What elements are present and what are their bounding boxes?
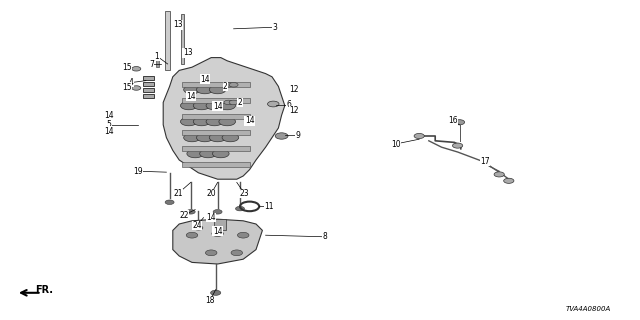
Text: 14: 14 [104,127,114,136]
FancyBboxPatch shape [182,146,250,151]
Circle shape [275,133,288,139]
Text: 14: 14 [244,116,255,125]
Text: 5: 5 [106,120,111,129]
Text: 14: 14 [212,227,223,236]
Circle shape [193,101,210,110]
Circle shape [186,232,198,238]
Text: 6: 6 [287,100,292,109]
Text: 14: 14 [104,111,114,120]
Text: 14: 14 [212,102,223,111]
Text: 2: 2 [223,82,228,91]
Text: 13: 13 [173,20,183,29]
Circle shape [212,149,229,158]
Text: 20: 20 [206,189,216,198]
FancyBboxPatch shape [214,219,226,230]
Text: 9: 9 [295,131,300,140]
Circle shape [222,133,239,142]
Text: 1: 1 [154,52,159,60]
Circle shape [187,149,204,158]
Text: 7: 7 [149,60,154,68]
Text: 22: 22 [180,211,189,220]
Circle shape [132,86,141,90]
Text: 4: 4 [129,78,134,87]
Polygon shape [173,219,262,264]
Text: TVA4A0800A: TVA4A0800A [566,306,611,312]
Text: 19: 19 [132,167,143,176]
FancyBboxPatch shape [182,82,250,87]
Text: 21: 21 [173,189,182,198]
Text: 15: 15 [122,83,132,92]
Circle shape [213,210,222,214]
Circle shape [219,117,236,126]
Circle shape [219,101,236,110]
Text: 12: 12 [290,106,299,115]
Circle shape [212,231,223,236]
Circle shape [229,100,238,105]
Circle shape [209,133,226,142]
Circle shape [196,85,213,94]
FancyBboxPatch shape [143,94,154,98]
FancyBboxPatch shape [143,76,154,80]
Text: FR.: FR. [35,285,53,295]
Circle shape [206,117,223,126]
Circle shape [194,226,203,230]
Circle shape [200,149,216,158]
Circle shape [224,100,233,105]
Circle shape [236,206,244,211]
Circle shape [224,83,233,87]
Circle shape [206,101,223,110]
Text: 15: 15 [122,63,132,72]
Circle shape [211,290,221,295]
Text: 16: 16 [448,116,458,125]
Circle shape [494,172,504,177]
Circle shape [180,117,197,126]
Text: 23: 23 [239,189,250,198]
FancyBboxPatch shape [182,162,250,167]
Polygon shape [163,58,285,179]
Text: 14: 14 [200,75,210,84]
Circle shape [454,120,465,125]
Text: 2: 2 [237,98,243,107]
Circle shape [414,133,424,139]
FancyBboxPatch shape [156,59,159,67]
Text: 8: 8 [323,232,328,241]
Circle shape [165,200,174,204]
Text: 13: 13 [182,48,193,57]
Text: 3: 3 [273,23,278,32]
Circle shape [186,210,195,214]
Circle shape [196,133,213,142]
Text: 11: 11 [264,202,273,211]
FancyBboxPatch shape [143,82,154,86]
Text: 18: 18 [205,296,214,305]
Circle shape [209,85,226,94]
Text: 10: 10 [390,140,401,148]
Circle shape [237,232,249,238]
Circle shape [205,250,217,256]
Circle shape [504,178,514,183]
Circle shape [231,250,243,256]
Circle shape [132,67,141,71]
FancyBboxPatch shape [165,11,170,70]
Circle shape [193,117,210,126]
Text: 12: 12 [290,85,299,94]
Text: 17: 17 [480,157,490,166]
Circle shape [229,83,238,87]
FancyBboxPatch shape [143,88,154,92]
FancyBboxPatch shape [182,130,250,135]
Circle shape [180,101,197,110]
Circle shape [184,85,200,94]
FancyBboxPatch shape [182,114,250,119]
FancyBboxPatch shape [181,14,184,64]
Text: 24: 24 [192,221,202,230]
Text: 14: 14 [186,92,196,100]
FancyBboxPatch shape [182,98,250,103]
Text: 14: 14 [206,213,216,222]
Circle shape [452,143,463,148]
Circle shape [184,133,200,142]
Circle shape [268,101,279,107]
